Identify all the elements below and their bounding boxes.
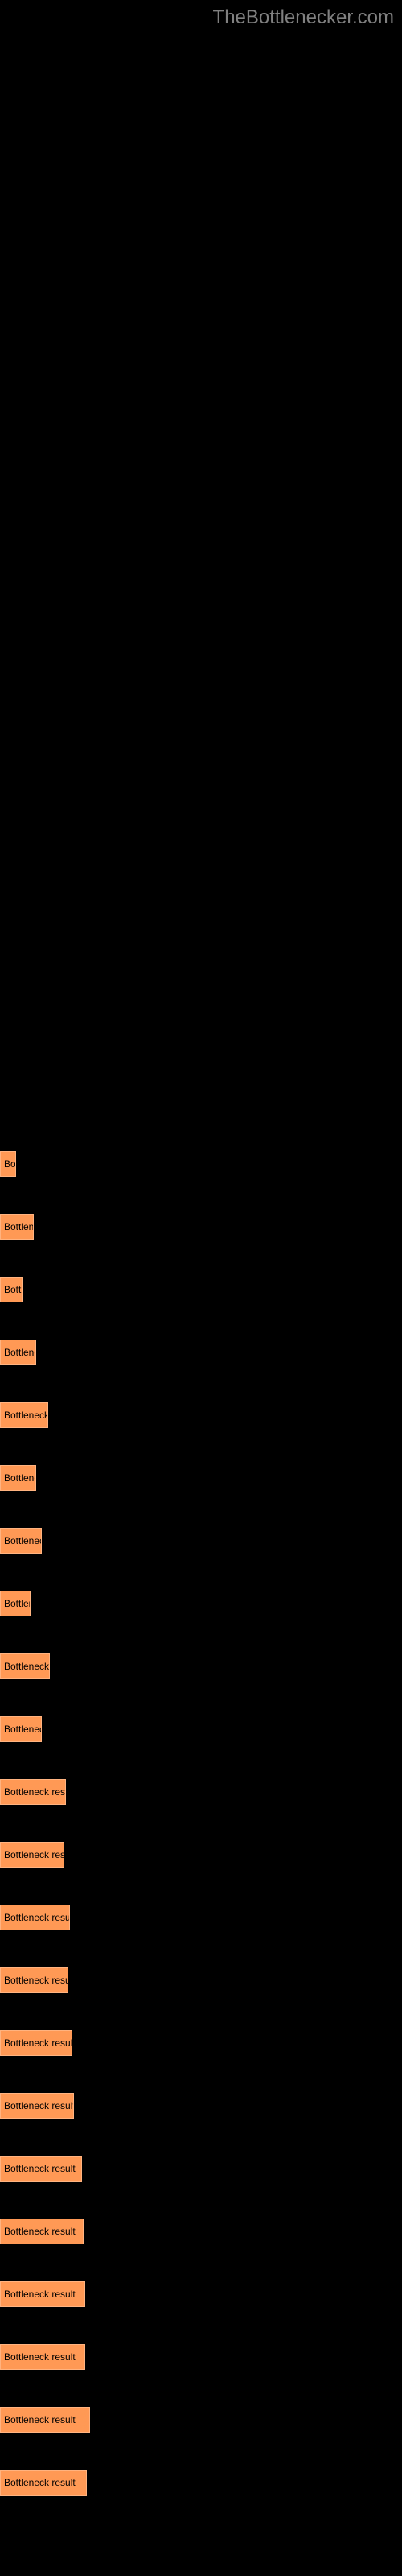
- bar-row: Bottlenec: [0, 1340, 402, 1365]
- chart-container: Bo Bottlene Bott Bottlenec Bottleneck re Bott…: [0, 0, 402, 2565]
- bar-row: Bottleneck result: [0, 2219, 402, 2244]
- chart-bar: Bo: [0, 1151, 16, 1177]
- chart-bar: Bottleneck result: [0, 2030, 72, 2056]
- chart-bar: Bottlenec: [0, 1465, 36, 1491]
- bar-row: Bottleneck res: [0, 1653, 402, 1679]
- bar-row: Bottleneck result: [0, 2093, 402, 2119]
- chart-bar: Bott: [0, 1277, 23, 1302]
- chart-bar: Bottleneck result: [0, 2344, 85, 2370]
- chart-bar: Bottleneck result: [0, 2407, 90, 2433]
- bar-row: Bottleneck: [0, 1528, 402, 1554]
- bar-row: Bottleneck result: [0, 2156, 402, 2182]
- chart-bar: Bottleneck re: [0, 1402, 48, 1428]
- chart-bar: Bottleneck result: [0, 1842, 64, 1868]
- chart-bar: Bottleneck result: [0, 2281, 85, 2307]
- bar-row: Bottleneck re: [0, 1402, 402, 1428]
- bar-row: Bottleneck result: [0, 2470, 402, 2496]
- bar-row: Bottleneck result: [0, 1967, 402, 1993]
- chart-bar: Bottleneck: [0, 1528, 42, 1554]
- bar-row: Bottlen: [0, 1591, 402, 1616]
- chart-bar: Bottleneck result: [0, 1779, 66, 1805]
- chart-bar: Bottleneck result: [0, 1967, 68, 1993]
- bar-row: Bottleneck result: [0, 1779, 402, 1805]
- chart-bar: Bottleneck result: [0, 2470, 87, 2496]
- bar-row: Bottleneck result: [0, 2030, 402, 2056]
- bar-row: Bottleneck result: [0, 1842, 402, 1868]
- chart-bar: Bottleneck res: [0, 1653, 50, 1679]
- chart-bar: Bottleneck: [0, 1716, 42, 1742]
- bar-row: Bottleneck: [0, 1716, 402, 1742]
- bar-row: Bottleneck result: [0, 1905, 402, 1930]
- chart-bar: Bottleneck result: [0, 2156, 82, 2182]
- chart-bar: Bottleneck result: [0, 1905, 70, 1930]
- chart-bar: Bottlene: [0, 1214, 34, 1240]
- chart-bar: Bottlenec: [0, 1340, 36, 1365]
- bar-row: Bottlene: [0, 1214, 402, 1240]
- chart-bar: Bottleneck result: [0, 2093, 74, 2119]
- watermark-text: TheBottlenecker.com: [213, 6, 394, 29]
- bar-row: Bottlenec: [0, 1465, 402, 1491]
- bar-row: Bott: [0, 1277, 402, 1302]
- bar-row: Bottleneck result: [0, 2407, 402, 2433]
- chart-bar: Bottleneck result: [0, 2219, 84, 2244]
- bar-row: Bo: [0, 1151, 402, 1177]
- bar-row: Bottleneck result: [0, 2344, 402, 2370]
- bar-row: Bottleneck result: [0, 2281, 402, 2307]
- chart-bar: Bottlen: [0, 1591, 31, 1616]
